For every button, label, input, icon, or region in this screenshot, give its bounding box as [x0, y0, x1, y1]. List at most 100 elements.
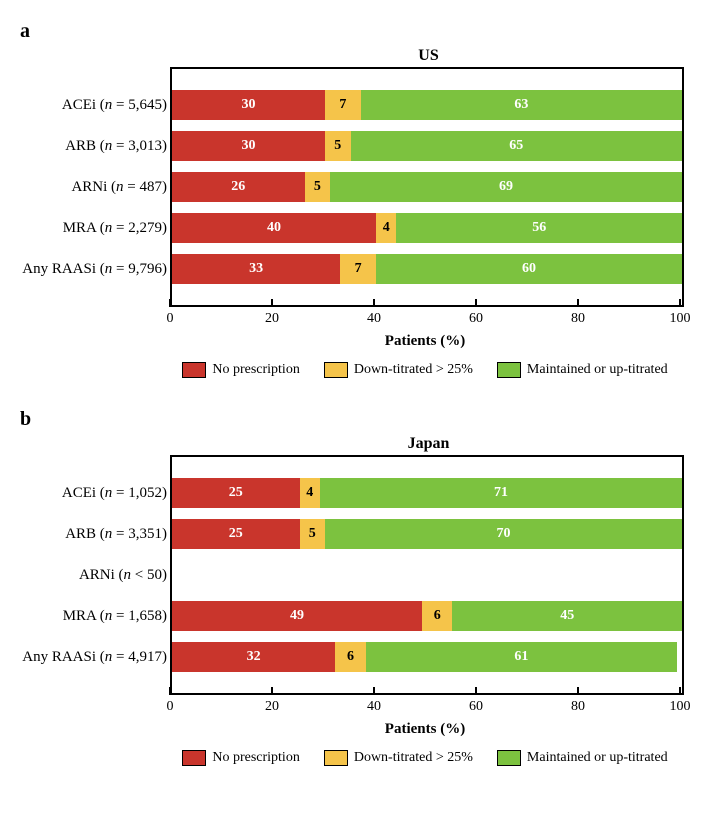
stacked-bar: 40456 [172, 213, 682, 243]
tick-label: 40 [367, 311, 381, 327]
panel-a: a US ACEi (n = 5,645)30763ARB (n = 3,013… [20, 20, 687, 378]
legend-item: Down-titrated > 25% [324, 750, 473, 766]
tick-label: 40 [367, 699, 381, 715]
chart-row: ARNi (n = 487)26569 [172, 172, 682, 202]
category-label: MRA (n = 2,279) [22, 220, 167, 237]
stacked-bar: 49645 [172, 601, 682, 631]
tick-mark [475, 687, 477, 695]
stacked-bar: 33760 [172, 254, 682, 284]
tick-mark [373, 299, 375, 307]
panel-letter-b: b [20, 408, 687, 431]
chart-row: ARB (n = 3,351)25570 [172, 519, 682, 549]
chart-row: Any RAASi (n = 9,796)33760 [172, 254, 682, 284]
tick-label: 100 [670, 699, 691, 715]
legend-a: No prescription Down-titrated > 25% Mainta… [170, 362, 680, 378]
legend-item: Maintained or up-titrated [497, 750, 668, 766]
category-label: MRA (n = 1,658) [22, 608, 167, 625]
category-label: Any RAASi (n = 9,796) [22, 261, 167, 278]
bar-segment: 33 [172, 254, 340, 284]
legend-label: Down-titrated > 25% [354, 750, 473, 766]
tick-mark [577, 687, 579, 695]
legend-label: Down-titrated > 25% [354, 362, 473, 378]
stacked-bar: 26569 [172, 172, 682, 202]
legend-label: Maintained or up-titrated [527, 750, 668, 766]
category-label: ACEi (n = 5,645) [22, 97, 167, 114]
panel-b: b Japan ACEi (n = 1,052)25471ARB (n = 3,… [20, 408, 687, 766]
tick-mark [169, 687, 171, 695]
stacked-bar: 25471 [172, 478, 682, 508]
tick-label: 80 [571, 311, 585, 327]
legend-swatch [497, 362, 521, 378]
bar-segment: 25 [172, 478, 300, 508]
category-label: Any RAASi (n = 4,917) [22, 649, 167, 666]
bar-segment: 5 [325, 131, 351, 161]
tick-mark [475, 299, 477, 307]
stacked-bar: 25570 [172, 519, 682, 549]
tick-mark [373, 687, 375, 695]
panel-letter-a: a [20, 20, 687, 43]
bar-segment: 60 [376, 254, 682, 284]
chart-area-b: ACEi (n = 1,052)25471 ARB (n = 3,351)2557… [170, 455, 684, 695]
bar-segment: 25 [172, 519, 300, 549]
bar-segment: 26 [172, 172, 305, 202]
legend-item: Maintained or up-titrated [497, 362, 668, 378]
bar-segment: 6 [335, 642, 366, 672]
stacked-bar: 30763 [172, 90, 682, 120]
legend-item: Down-titrated > 25% [324, 362, 473, 378]
legend-swatch [324, 362, 348, 378]
bar-segment: 6 [422, 601, 453, 631]
tick-label: 60 [469, 699, 483, 715]
bar-segment: 5 [305, 172, 331, 202]
bar-segment: 7 [325, 90, 361, 120]
tick-label: 100 [670, 311, 691, 327]
tick-row-a: 020406080100 [170, 307, 680, 327]
bar-segment: 70 [325, 519, 682, 549]
legend-item: No prescription [182, 362, 299, 378]
chart-row: ACEi (n = 1,052)25471 [172, 478, 682, 508]
tick-mark [271, 299, 273, 307]
chart-title-a: US [170, 47, 687, 65]
bar-segment: 56 [396, 213, 682, 243]
tick-mark [577, 299, 579, 307]
bar-segment: 45 [452, 601, 682, 631]
legend-swatch [324, 750, 348, 766]
axis-label-a: Patients (%) [170, 333, 680, 350]
chart-title-b: Japan [170, 435, 687, 453]
tick-label: 80 [571, 699, 585, 715]
tick-label: 0 [167, 311, 174, 327]
tick-mark [679, 299, 681, 307]
tick-mark [679, 687, 681, 695]
tick-mark [169, 299, 171, 307]
chart-row: Any RAASi (n = 4,917)32661 [172, 642, 682, 672]
bar-segment: 30 [172, 131, 325, 161]
bar-segment: 7 [340, 254, 376, 284]
tick-mark [271, 687, 273, 695]
bar-segment: 63 [361, 90, 682, 120]
bar-segment: 65 [351, 131, 683, 161]
chart-area-a: ACEi (n = 5,645)30763 ARB (n = 3,013)3056… [170, 67, 684, 307]
chart-row: ARB (n = 3,013)30565 [172, 131, 682, 161]
chart-row: ACEi (n = 5,645)30763 [172, 90, 682, 120]
category-label: ARB (n = 3,351) [22, 526, 167, 543]
bar-segment: 69 [330, 172, 682, 202]
bar-segment: 30 [172, 90, 325, 120]
chart-row: MRA (n = 1,658)49645 [172, 601, 682, 631]
legend-label: Maintained or up-titrated [527, 362, 668, 378]
axis-label-b: Patients (%) [170, 721, 680, 738]
legend-swatch [182, 750, 206, 766]
bar-segment: 40 [172, 213, 376, 243]
legend-item: No prescription [182, 750, 299, 766]
bar-segment: 71 [320, 478, 682, 508]
bar-segment: 49 [172, 601, 422, 631]
legend-swatch [497, 750, 521, 766]
category-label: ACEi (n = 1,052) [22, 485, 167, 502]
chart-row: MRA (n = 2,279)40456 [172, 213, 682, 243]
bar-segment: 4 [300, 478, 320, 508]
bar-segment: 4 [376, 213, 396, 243]
legend-label: No prescription [212, 362, 299, 378]
stacked-bar: 32661 [172, 642, 682, 672]
category-label: ARNi (n < 50) [22, 567, 167, 584]
legend-swatch [182, 362, 206, 378]
category-label: ARNi (n = 487) [22, 179, 167, 196]
bar-segment: 5 [300, 519, 326, 549]
